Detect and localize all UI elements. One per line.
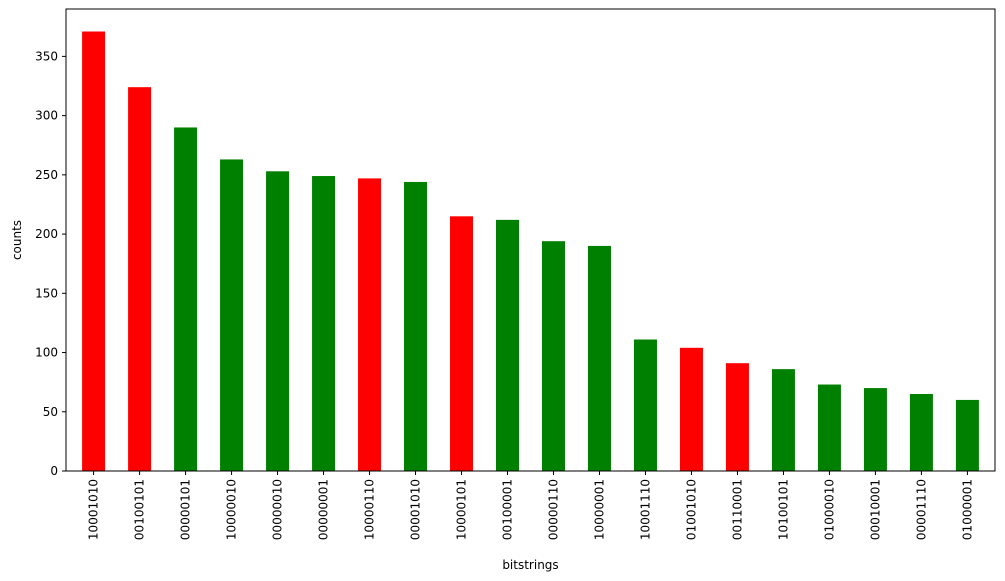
- bar-00000010: [266, 171, 290, 472]
- x-tick-label: 00000001: [317, 479, 331, 540]
- bar-00000101: [174, 127, 198, 471]
- x-tick-label: 00000110: [546, 479, 560, 540]
- bar-10000010: [220, 159, 244, 471]
- bar-10001110: [633, 339, 657, 471]
- x-tick-label: 00000010: [271, 479, 285, 540]
- x-axis-label: bitstrings: [502, 558, 558, 572]
- x-tick-label: 00010001: [868, 479, 882, 540]
- x-tick-label: 10000110: [363, 479, 377, 540]
- x-tick-label: 10000001: [592, 479, 606, 540]
- x-tick-label: 01001010: [684, 479, 698, 540]
- y-tick-label: 200: [35, 227, 58, 241]
- x-tick-label: 00000101: [179, 479, 193, 540]
- bar-00000110: [541, 241, 565, 471]
- x-tick-label: 10001010: [87, 479, 101, 540]
- y-tick-label: 250: [35, 168, 58, 182]
- bar-10001010: [82, 31, 106, 472]
- y-tick-label: 50: [43, 405, 58, 419]
- x-tick-label: 01000001: [960, 479, 974, 540]
- plot-frame: [65, 8, 996, 472]
- bar-01001010: [679, 347, 703, 471]
- x-tick-label: 01000010: [822, 479, 836, 540]
- bar-00110001: [725, 363, 749, 471]
- bar-10100101: [771, 369, 795, 471]
- y-tick-label: 100: [35, 346, 58, 360]
- x-tick-label: 00001010: [409, 479, 423, 540]
- bar-00100001: [496, 219, 520, 471]
- plot-area: [66, 9, 995, 471]
- x-tick-label: 00001110: [914, 479, 928, 540]
- y-tick-label: 300: [35, 109, 58, 123]
- x-tick-label: 00100101: [133, 479, 147, 540]
- bar-10000110: [358, 178, 382, 471]
- y-axis-label: counts: [10, 220, 24, 260]
- x-tick-label: 00100001: [501, 479, 515, 540]
- bar-10000001: [587, 245, 611, 471]
- y-tick-label: 150: [35, 286, 58, 300]
- x-tick-label: 10000010: [225, 479, 239, 540]
- bar-01000010: [817, 384, 841, 471]
- bar-00010001: [863, 388, 887, 471]
- bar-01000001: [955, 399, 979, 471]
- x-tick-label: 10000101: [455, 479, 469, 540]
- bar-00000001: [312, 176, 336, 471]
- bar-00100101: [128, 87, 152, 471]
- x-tick-label: 10001110: [638, 479, 652, 540]
- x-tick-label: 10100101: [776, 479, 790, 540]
- y-tick-label: 0: [50, 464, 58, 478]
- bar-00001010: [404, 181, 428, 471]
- bar-00001110: [909, 394, 933, 471]
- x-tick-label: 00110001: [730, 479, 744, 540]
- bar-10000101: [450, 216, 474, 471]
- y-tick-label: 350: [35, 49, 58, 63]
